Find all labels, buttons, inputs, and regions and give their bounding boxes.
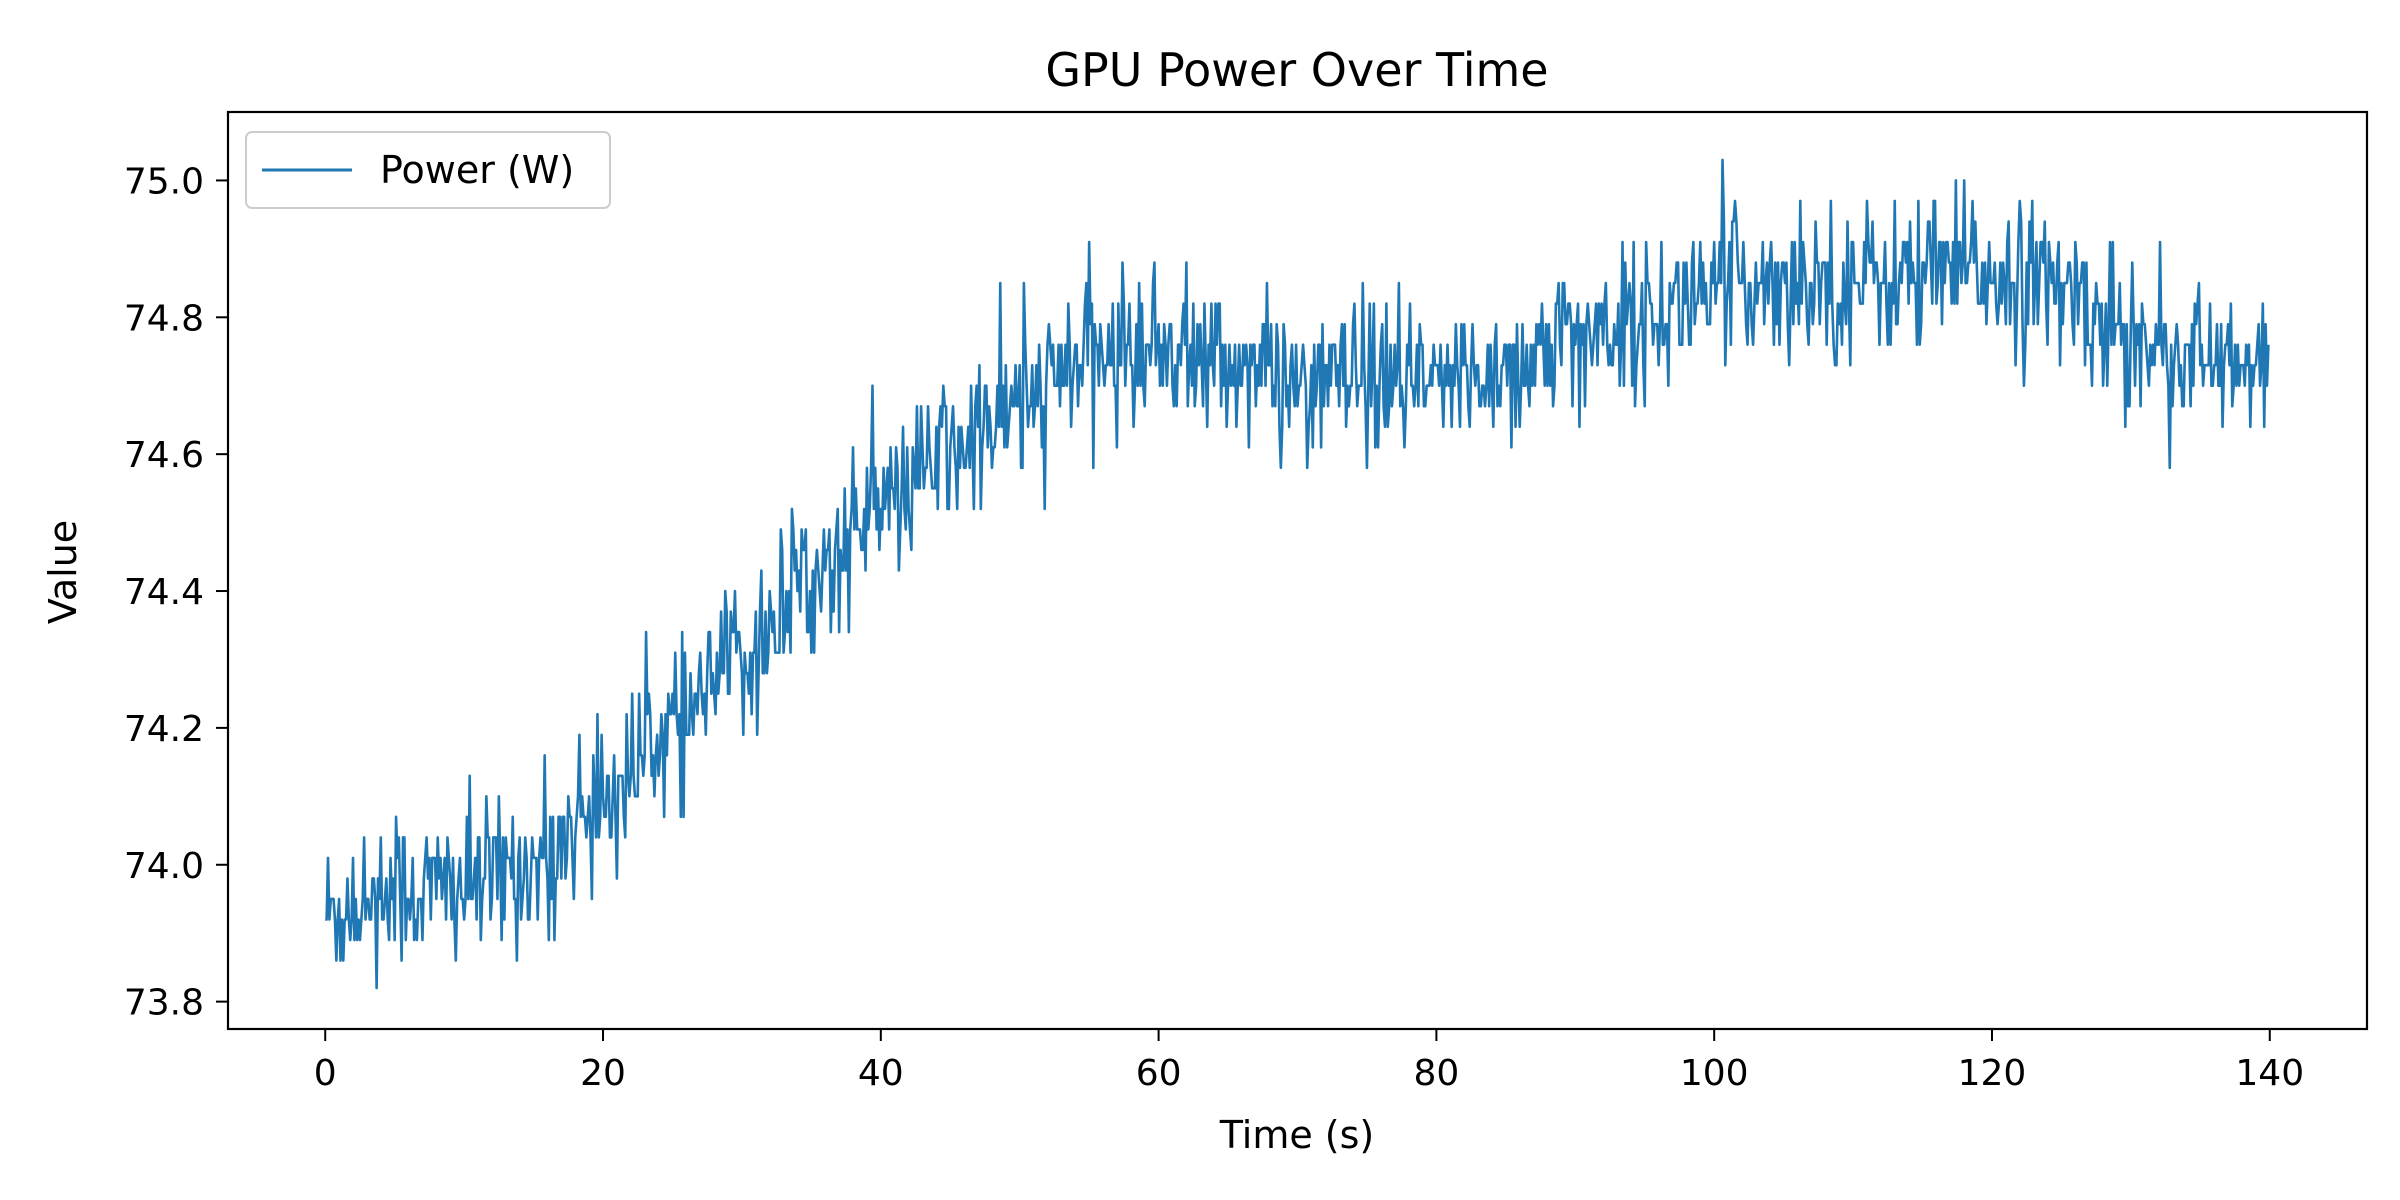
y-tick-label: 74.2 [124,709,204,750]
legend: Power (W) [245,131,611,209]
x-axis-label: Time (s) [1219,1113,1375,1157]
y-tick-label: 75.0 [124,161,204,202]
y-axis-ticks: 73.8 74.0 74.2 74.4 74.6 74.8 75.0 [124,161,228,1024]
y-tick-label: 74.8 [124,298,204,339]
legend-label-power: Power (W) [380,148,574,192]
x-tick-label: 80 [1413,1053,1459,1094]
x-tick-label: 100 [1680,1053,1749,1094]
y-tick-label: 74.6 [124,435,204,476]
y-tick-label: 74.0 [124,846,204,887]
plot-area-frame [226,110,2369,1031]
chart-title: GPU Power Over Time [1045,43,1548,97]
x-tick-label: 0 [314,1053,337,1094]
series-layer [325,158,2270,990]
x-tick-label: 20 [580,1053,626,1094]
legend-box [245,131,611,209]
x-tick-label: 140 [2235,1053,2304,1094]
x-tick-label: 120 [1958,1053,2027,1094]
y-tick-label: 74.4 [124,572,204,613]
series-line-power [325,158,2270,990]
x-tick-label: 40 [858,1053,904,1094]
y-axis-label: Value [41,520,85,624]
x-axis-ticks: 0 20 40 60 80 100 120 140 [314,1029,2304,1094]
x-tick-label: 60 [1136,1053,1182,1094]
y-tick-label: 73.8 [124,983,204,1024]
